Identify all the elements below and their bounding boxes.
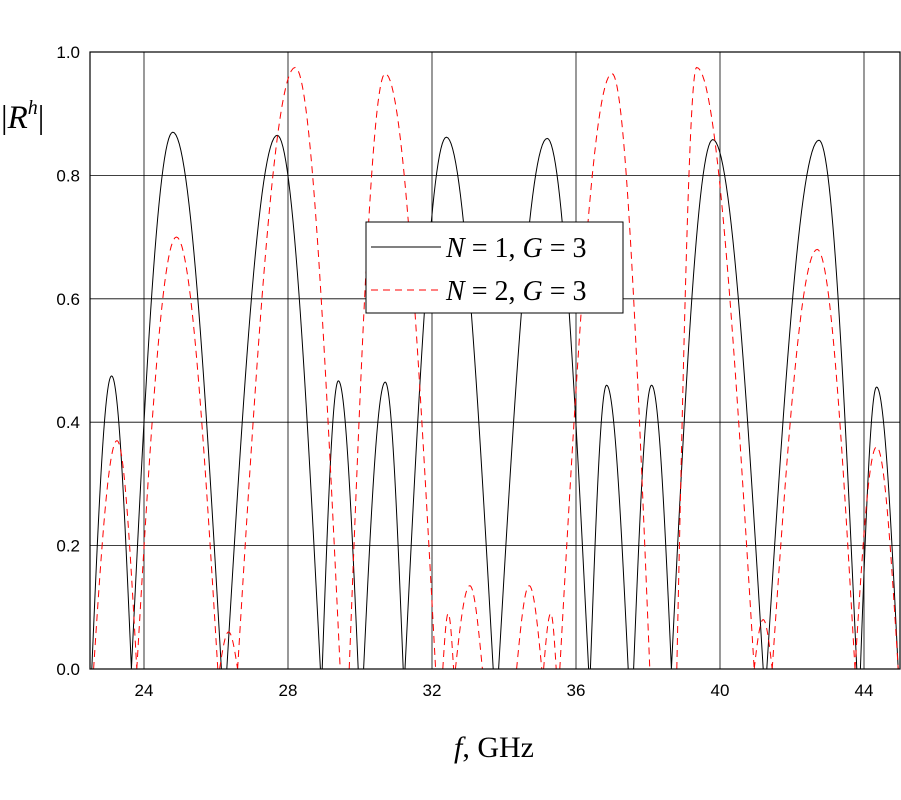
legend-entry-series-2-eq2: = 3 bbox=[543, 276, 587, 307]
legend-entry-series-2-g: G bbox=[522, 276, 542, 307]
legend-entry-series-1-eq2: = 3 bbox=[543, 233, 587, 264]
series-layer bbox=[91, 66, 899, 670]
y-tick-label: 0.6 bbox=[56, 290, 80, 309]
legend-entry-series-1-eq1: = 1, bbox=[465, 233, 523, 264]
y-tick-label: 1.0 bbox=[56, 43, 80, 62]
y-axis-label: |Rh| bbox=[1, 97, 44, 136]
series-line-2 bbox=[93, 66, 899, 670]
y-tick-label: 0.0 bbox=[56, 660, 80, 679]
y-axis-label-bar-right: | bbox=[38, 100, 45, 136]
x-axis-label: f, GHz bbox=[454, 731, 534, 764]
x-tick-label: 32 bbox=[423, 681, 442, 700]
series-line-1 bbox=[91, 131, 899, 670]
legend-entry-series-2: N = 2, G = 3 bbox=[445, 276, 587, 307]
legend-box bbox=[365, 221, 624, 314]
y-tick-label: 0.2 bbox=[56, 537, 80, 556]
x-tick-label: 36 bbox=[567, 681, 586, 700]
legend-entry-series-2-eq1: = 2, bbox=[465, 276, 523, 307]
y-axis-label-main: R bbox=[7, 100, 28, 136]
grid bbox=[90, 51, 900, 670]
plot-frame bbox=[89, 51, 901, 670]
legend-entry-series-1-n: N bbox=[445, 233, 466, 264]
x-tick-label: 24 bbox=[135, 681, 154, 700]
y-axis-label-bar-left: | bbox=[1, 100, 8, 136]
tick-labels: 24 28 32 36 40 44 0.0 0.2 0.4 0.6 0.8 1.0 bbox=[56, 43, 873, 700]
legend-entry-series-1: N = 1, G = 3 bbox=[445, 233, 587, 264]
x-axis-label-rest: , GHz bbox=[462, 731, 534, 764]
legend-entry-series-2-n: N bbox=[445, 276, 466, 307]
legend: N = 1, G = 3 N = 2, G = 3 bbox=[365, 221, 624, 314]
y-tick-label: 0.8 bbox=[56, 166, 80, 185]
x-tick-label: 44 bbox=[855, 681, 874, 700]
x-tick-label: 28 bbox=[279, 681, 298, 700]
y-tick-label: 0.4 bbox=[56, 413, 80, 432]
legend-entry-series-1-g: G bbox=[522, 233, 542, 264]
x-tick-label: 40 bbox=[711, 681, 730, 700]
y-axis-label-sup: h bbox=[28, 97, 38, 119]
